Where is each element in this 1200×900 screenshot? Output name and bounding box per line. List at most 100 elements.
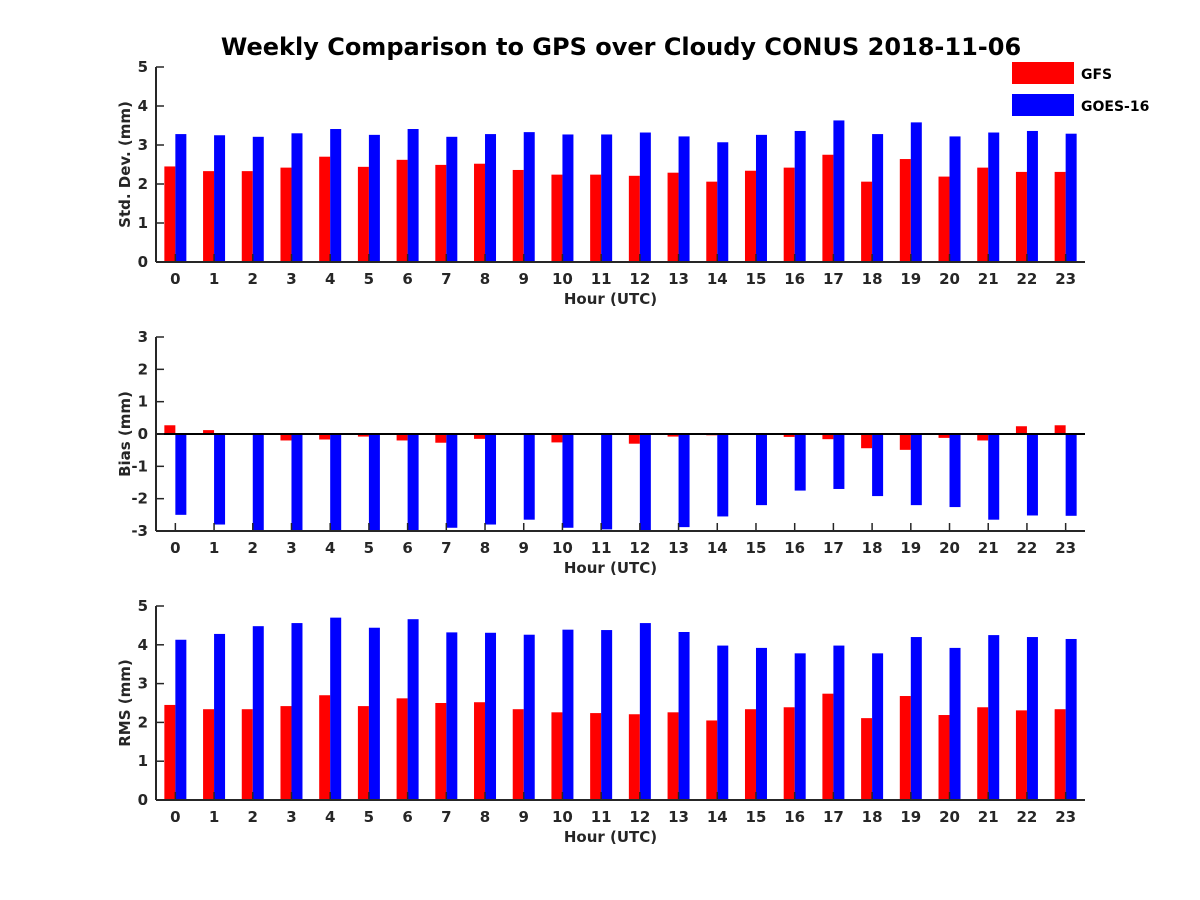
x-tick-label: 7 [441, 808, 451, 826]
bar-goes-16-hour-11 [601, 434, 613, 530]
bar-goes-16-hour-18 [872, 653, 884, 800]
bar-goes-16-hour-17 [833, 120, 845, 263]
bar-goes-16-hour-12 [639, 434, 651, 531]
bar-goes-16-hour-4 [330, 129, 342, 262]
bar-goes-16-hour-14 [717, 142, 729, 262]
x-tick-label: 0 [170, 270, 180, 288]
x-tick-label: 6 [402, 539, 412, 557]
bar-gfs-hour-12 [628, 175, 640, 262]
x-tick-label: 4 [325, 270, 335, 288]
x-tick-label: 3 [286, 270, 296, 288]
bar-goes-16-hour-8 [485, 632, 497, 800]
y-tick-label: 5 [138, 597, 148, 615]
bar-goes-16-hour-20 [949, 434, 961, 508]
y-tick-label: -3 [131, 522, 148, 540]
bar-gfs-hour-7 [435, 703, 447, 800]
x-tick-label: 22 [1017, 270, 1038, 288]
x-tick-label: 10 [552, 539, 573, 557]
bar-gfs-hour-22 [1015, 710, 1027, 800]
bar-gfs-hour-1 [203, 709, 215, 800]
x-tick-label: 4 [325, 808, 335, 826]
bar-gfs-hour-20 [938, 176, 950, 262]
y-tick-label: 4 [138, 97, 148, 115]
x-tick-label: 7 [441, 270, 451, 288]
bar-gfs-hour-8 [474, 702, 486, 800]
bar-goes-16-hour-4 [330, 434, 342, 531]
bar-gfs-hour-18 [861, 434, 873, 449]
x-tick-label: 23 [1055, 808, 1076, 826]
legend-item-gfs: GFS [1012, 62, 1112, 84]
bar-goes-16-hour-15 [755, 647, 767, 800]
bar-gfs-hour-8 [474, 163, 486, 262]
bar-goes-16-hour-10 [562, 134, 574, 262]
bar-goes-16-hour-19 [910, 434, 922, 506]
bar-goes-16-hour-15 [755, 134, 767, 262]
bar-gfs-hour-10 [551, 712, 563, 800]
bar-goes-16-hour-6 [407, 434, 419, 531]
bar-goes-16-hour-3 [291, 623, 303, 800]
bar-goes-16-hour-17 [833, 434, 845, 489]
bar-gfs-hour-23 [1054, 425, 1066, 434]
x-tick-label: 22 [1017, 539, 1038, 557]
bar-goes-16-hour-16 [794, 653, 806, 800]
bar-goes-16-hour-6 [407, 129, 419, 262]
x-tick-label: 18 [862, 270, 883, 288]
bar-gfs-hour-16 [783, 434, 795, 437]
bar-gfs-hour-6 [396, 434, 408, 441]
x-tick-label: 5 [364, 808, 374, 826]
x-tick-label: 13 [668, 270, 689, 288]
y-tick-label: -1 [131, 457, 148, 475]
bar-goes-16-hour-17 [833, 645, 845, 800]
x-tick-label: 6 [402, 270, 412, 288]
bar-goes-16-hour-22 [1026, 130, 1038, 262]
x-tick-label: 19 [900, 539, 921, 557]
bar-goes-16-hour-2 [252, 434, 264, 531]
x-tick-label: 21 [978, 539, 999, 557]
bar-goes-16-hour-5 [368, 434, 380, 531]
bar-gfs-hour-5 [357, 166, 369, 262]
bar-goes-16-hour-19 [910, 122, 922, 262]
bar-gfs-hour-3 [280, 434, 292, 441]
bar-goes-16-hour-0 [175, 434, 187, 515]
x-tick-label: 13 [668, 808, 689, 826]
bar-gfs-hour-22 [1015, 426, 1027, 434]
x-tick-label: 9 [519, 270, 529, 288]
x-tick-label: 23 [1055, 539, 1076, 557]
x-tick-label: 2 [248, 539, 258, 557]
x-tick-label: 12 [629, 539, 650, 557]
x-tick-label: 12 [629, 808, 650, 826]
bar-goes-16-hour-12 [639, 132, 651, 262]
bar-gfs-hour-16 [783, 167, 795, 262]
bar-gfs-hour-4 [319, 156, 331, 262]
bar-gfs-hour-15 [744, 709, 756, 800]
bar-goes-16-hour-21 [988, 132, 1000, 262]
legend-swatch [1012, 62, 1074, 84]
bar-goes-16-hour-22 [1026, 434, 1038, 516]
bar-gfs-hour-16 [783, 707, 795, 800]
y-tick-label: 0 [138, 253, 148, 271]
x-tick-label: 8 [480, 808, 490, 826]
bar-goes-16-hour-4 [330, 617, 342, 800]
bar-goes-16-hour-20 [949, 647, 961, 800]
bar-goes-16-hour-18 [872, 134, 884, 262]
bar-gfs-hour-3 [280, 706, 292, 800]
bar-gfs-hour-1 [203, 171, 215, 262]
bar-goes-16-hour-23 [1065, 434, 1077, 516]
bar-goes-16-hour-10 [562, 434, 574, 528]
bar-goes-16-hour-13 [678, 631, 690, 800]
legend-label: GOES-16 [1081, 99, 1149, 115]
x-tick-label: 21 [978, 270, 999, 288]
bar-gfs-hour-13 [667, 434, 679, 437]
x-tick-label: 5 [364, 539, 374, 557]
bar-goes-16-hour-3 [291, 133, 303, 262]
bar-gfs-hour-7 [435, 164, 447, 262]
x-tick-label: 14 [707, 808, 728, 826]
bar-goes-16-hour-21 [988, 635, 1000, 800]
bar-goes-16-hour-6 [407, 619, 419, 800]
x-tick-label: 3 [286, 539, 296, 557]
y-tick-label: 0 [138, 791, 148, 809]
y-tick-label: 1 [138, 214, 148, 232]
x-tick-label: 19 [900, 808, 921, 826]
x-tick-label: 0 [170, 808, 180, 826]
